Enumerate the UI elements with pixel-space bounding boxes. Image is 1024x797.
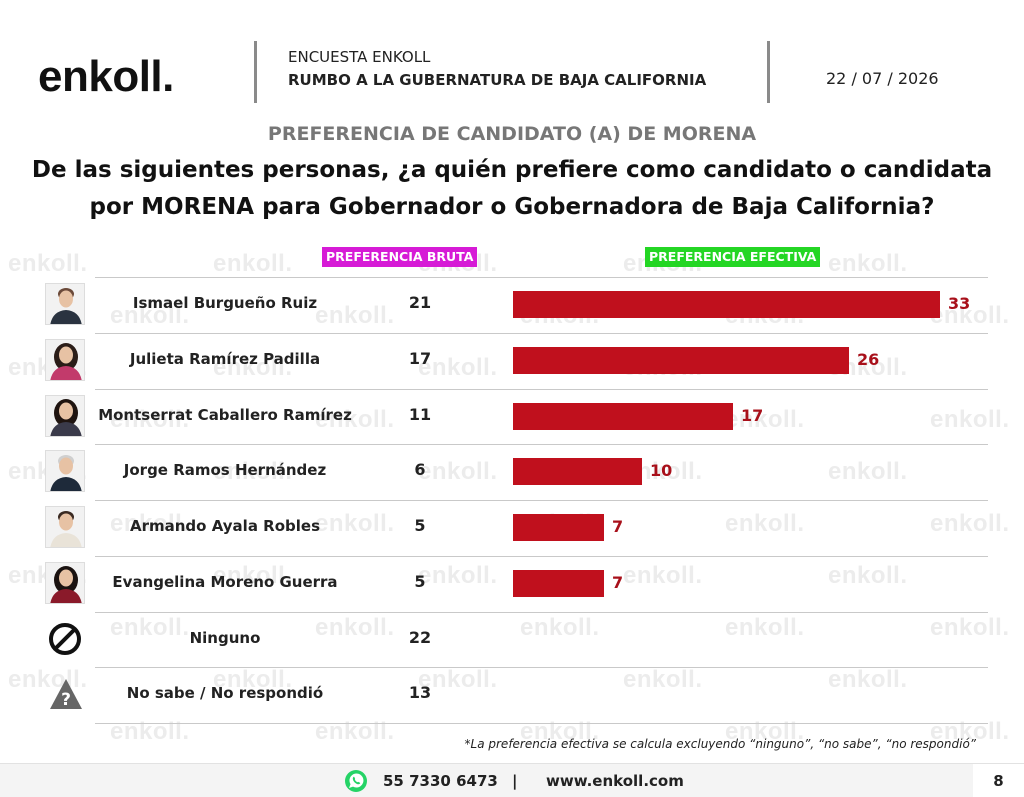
efectiva-bar — [513, 291, 940, 318]
row-divider — [95, 723, 988, 724]
woman-portrait-icon — [45, 395, 85, 437]
efectiva-bar — [513, 514, 604, 541]
row-divider — [95, 612, 988, 613]
efectiva-bar — [513, 458, 642, 485]
man-portrait-icon — [45, 450, 85, 492]
candidate-name: No sabe / No respondió — [126, 684, 324, 702]
efectiva-value-label: 26 — [857, 350, 880, 369]
prohibited-icon — [49, 623, 81, 655]
efectiva-value-label: 7 — [612, 573, 624, 592]
row-divider — [95, 444, 988, 445]
survey-question: De las siguientes personas, ¿a quién pre… — [31, 157, 993, 220]
efectiva-value-label: 33 — [948, 294, 971, 313]
table-row: Jorge Ramos Hernández 6 10 — [0, 444, 1024, 500]
man-portrait-icon — [45, 283, 85, 325]
efectiva-bar — [513, 570, 604, 597]
enkoll-logo: enkoll. — [38, 52, 174, 101]
table-row: ? No sabe / No respondió 13 — [0, 667, 1024, 723]
footer-separator: | — [512, 772, 518, 790]
survey-date: 22 / 07 / 2026 — [826, 69, 939, 88]
candidate-name: Jorge Ramos Hernández — [123, 461, 327, 479]
table-row: Evangelina Moreno Guerra 5 7 — [0, 556, 1024, 612]
table-row: Armando Ayala Robles 5 7 — [0, 500, 1024, 556]
bruta-value: 13 — [408, 683, 432, 702]
efectiva-value-label: 7 — [612, 517, 624, 536]
table-row: Ninguno 22 — [0, 612, 1024, 668]
candidate-name: Ninguno — [189, 629, 261, 647]
bruta-value: 21 — [408, 293, 432, 312]
row-divider — [95, 667, 988, 668]
woman-portrait-icon — [45, 562, 85, 604]
bruta-value: 22 — [408, 628, 432, 647]
efectiva-value-label: 17 — [741, 406, 764, 425]
row-divider — [95, 333, 988, 334]
bruta-value: 6 — [414, 460, 426, 479]
efectiva-bar — [513, 403, 733, 430]
chart-footnote: *La preferencia efectiva se calcula excl… — [464, 737, 976, 751]
bruta-value: 5 — [414, 516, 426, 535]
survey-label: ENCUESTA ENKOLL — [288, 48, 431, 66]
bruta-value: 11 — [408, 405, 432, 424]
header-divider — [767, 41, 770, 103]
bruta-value: 17 — [408, 349, 432, 368]
row-divider — [95, 277, 988, 278]
table-row: Julieta Ramírez Padilla 17 26 — [0, 333, 1024, 389]
candidate-name: Julieta Ramírez Padilla — [129, 350, 321, 368]
candidate-name: Evangelina Moreno Guerra — [112, 573, 338, 591]
row-divider — [95, 500, 988, 501]
header-divider — [254, 41, 257, 103]
footer-website[interactable]: www.enkoll.com — [546, 772, 684, 790]
column-header-bruta: PREFERENCIA BRUTA — [322, 247, 478, 267]
candidate-name: Armando Ayala Robles — [130, 517, 320, 535]
svg-text:?: ? — [61, 690, 71, 710]
candidate-name: Ismael Burgueño Ruiz — [132, 294, 318, 312]
question-warning-icon: ? — [50, 679, 82, 710]
page-number-box: 8 — [973, 764, 1024, 797]
efectiva-bar — [513, 347, 849, 374]
woman-portrait-icon — [45, 339, 85, 381]
column-header-efectiva: PREFERENCIA EFECTIVA — [645, 247, 821, 267]
man-portrait-icon — [45, 506, 85, 548]
table-row: Montserrat Caballero Ramírez 11 17 — [0, 389, 1024, 445]
row-divider — [95, 389, 988, 390]
watermark-text: enkoll. — [213, 250, 293, 277]
watermark-text: enkoll. — [828, 250, 908, 277]
efectiva-value-label: 10 — [650, 461, 673, 480]
page-number: 8 — [993, 772, 1004, 790]
page-footer: 55 7330 6473 | www.enkoll.com 8 — [0, 763, 1024, 797]
table-row: Ismael Burgueño Ruiz 21 33 — [0, 277, 1024, 333]
watermark-text: enkoll. — [8, 250, 88, 277]
survey-title: RUMBO A LA GUBERNATURA DE BAJA CALIFORNI… — [288, 71, 707, 89]
bruta-value: 5 — [414, 572, 426, 591]
row-divider — [95, 556, 988, 557]
candidate-name: Montserrat Caballero Ramírez — [98, 406, 352, 424]
footer-phone: 55 7330 6473 — [383, 772, 498, 790]
whatsapp-icon — [345, 770, 367, 792]
chart-subtitle: PREFERENCIA DE CANDIDATO (A) DE MORENA — [267, 123, 757, 145]
